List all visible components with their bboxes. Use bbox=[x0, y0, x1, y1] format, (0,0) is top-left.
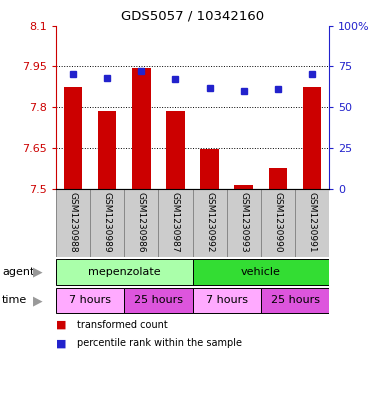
Text: mepenzolate: mepenzolate bbox=[88, 267, 161, 277]
Text: percentile rank within the sample: percentile rank within the sample bbox=[77, 338, 242, 349]
Bar bbox=[158, 189, 192, 257]
Text: GSM1230988: GSM1230988 bbox=[69, 192, 77, 253]
Text: ▶: ▶ bbox=[33, 265, 43, 278]
Bar bbox=[56, 288, 124, 313]
Bar bbox=[200, 149, 219, 189]
Bar bbox=[90, 189, 124, 257]
Bar bbox=[124, 288, 192, 313]
Text: GSM1230991: GSM1230991 bbox=[308, 192, 316, 253]
Bar bbox=[64, 87, 82, 189]
Title: GDS5057 / 10342160: GDS5057 / 10342160 bbox=[121, 10, 264, 23]
Bar bbox=[303, 87, 321, 189]
Bar bbox=[124, 189, 158, 257]
Bar bbox=[56, 259, 192, 285]
Bar bbox=[295, 189, 329, 257]
Text: transformed count: transformed count bbox=[77, 320, 168, 330]
Bar bbox=[192, 288, 261, 313]
Bar bbox=[192, 259, 329, 285]
Text: GSM1230990: GSM1230990 bbox=[273, 192, 283, 253]
Text: vehicle: vehicle bbox=[241, 267, 281, 277]
Text: ■: ■ bbox=[56, 338, 66, 349]
Text: ■: ■ bbox=[56, 320, 66, 330]
Text: time: time bbox=[2, 296, 27, 305]
Bar bbox=[132, 68, 151, 189]
Bar bbox=[261, 288, 329, 313]
Text: 7 hours: 7 hours bbox=[69, 296, 111, 305]
Bar bbox=[268, 168, 287, 189]
Bar bbox=[192, 189, 227, 257]
Text: agent: agent bbox=[2, 267, 34, 277]
Text: GSM1230992: GSM1230992 bbox=[205, 192, 214, 253]
Bar bbox=[227, 189, 261, 257]
Text: GSM1230989: GSM1230989 bbox=[102, 192, 112, 253]
Text: ▶: ▶ bbox=[33, 294, 43, 307]
Bar bbox=[98, 111, 117, 189]
Text: 25 hours: 25 hours bbox=[134, 296, 183, 305]
Text: 7 hours: 7 hours bbox=[206, 296, 248, 305]
Bar bbox=[166, 111, 185, 189]
Text: GSM1230993: GSM1230993 bbox=[239, 192, 248, 253]
Text: 25 hours: 25 hours bbox=[271, 296, 320, 305]
Bar bbox=[56, 189, 90, 257]
Bar bbox=[234, 185, 253, 189]
Text: GSM1230986: GSM1230986 bbox=[137, 192, 146, 253]
Text: GSM1230987: GSM1230987 bbox=[171, 192, 180, 253]
Bar bbox=[261, 189, 295, 257]
